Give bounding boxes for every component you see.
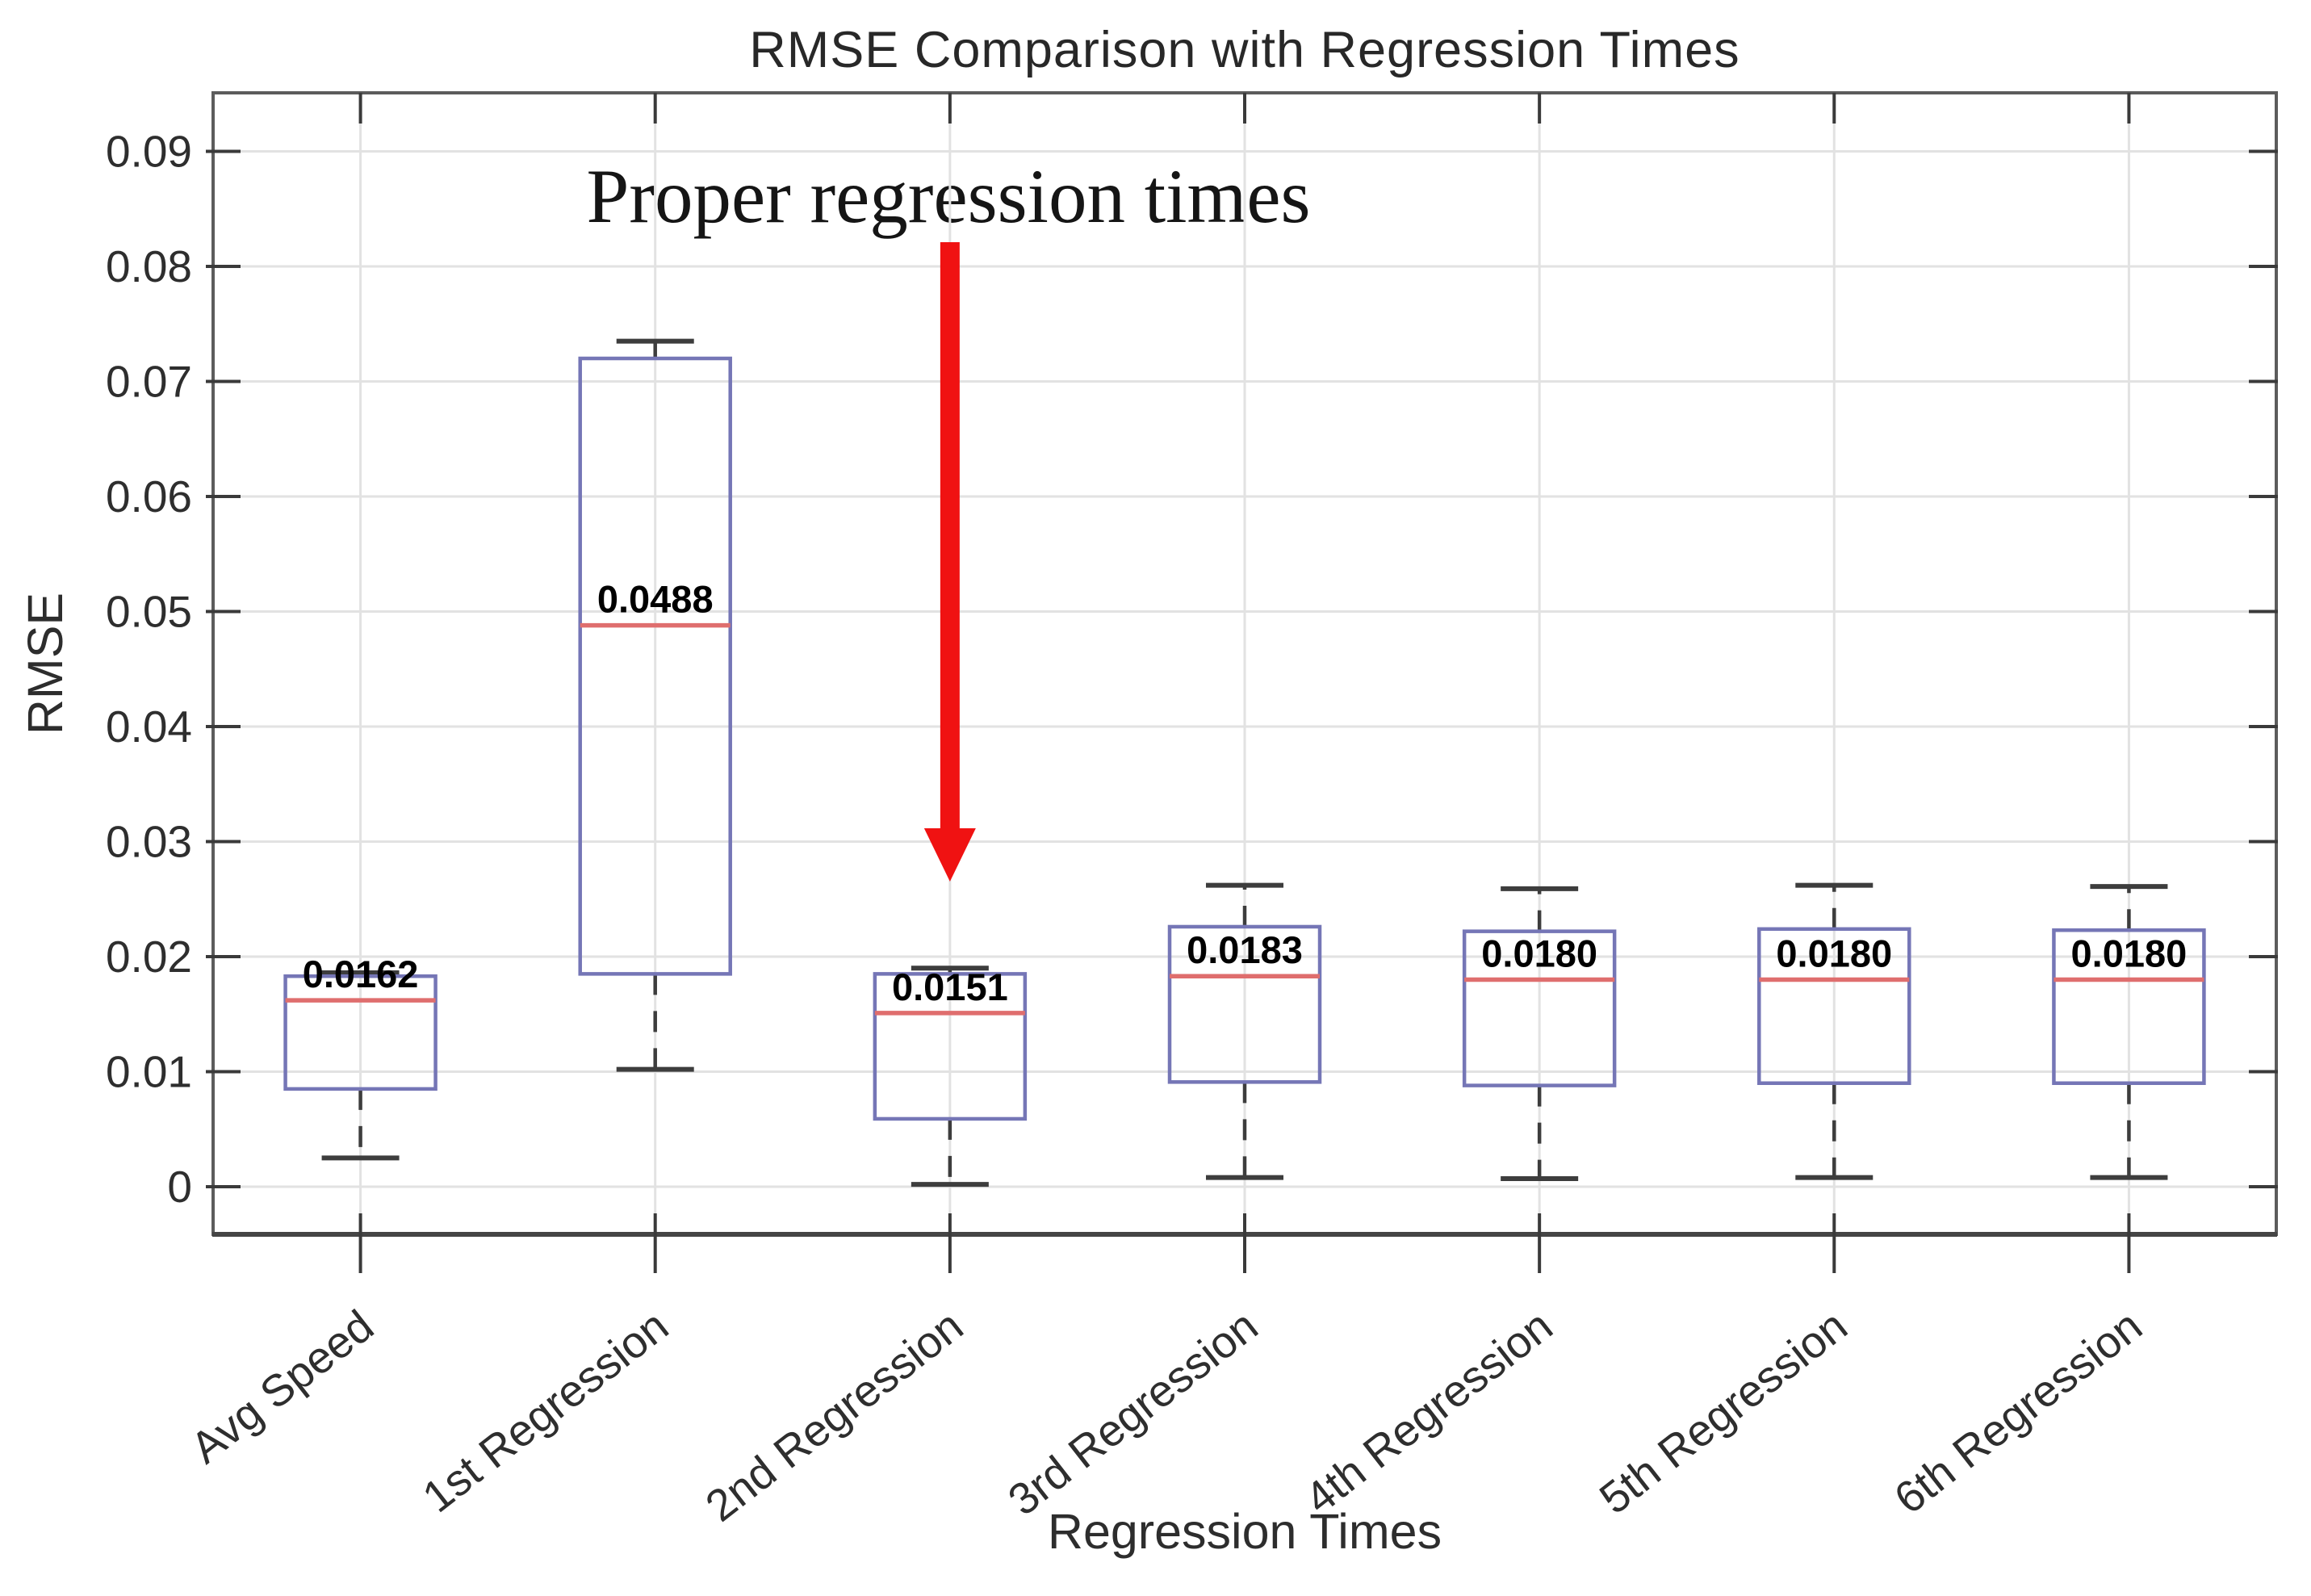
median-value-label: 0.0180 [1776,932,1892,975]
y-tick-label: 0.07 [106,357,192,407]
box-group-1st-regression: 0.0488 [578,338,732,1072]
y-tick-label: 0.05 [106,587,192,637]
y-tick-label: 0.02 [106,932,192,982]
y-tick-label: 0.04 [106,702,192,752]
box-group-4th-regression: 0.0180 [1462,886,1617,1182]
median-value-label: 0.0162 [303,953,419,995]
iqr-box [873,972,1028,1121]
median-value-label: 0.0183 [1187,928,1303,971]
iqr-box [1167,924,1322,1084]
gridlines [213,93,2276,1234]
x-tick-label: 3rd Regression [999,1301,1266,1525]
box-group-6th-regression: 0.0180 [2052,884,2206,1180]
x-tick-label: 6th Regression [1885,1301,2151,1524]
iqr-box [2052,928,2206,1085]
chart-title: RMSE Comparison with Regression Times [749,22,1740,78]
arrow-head [923,828,976,882]
annotation-text: Proper regression times [586,153,1311,239]
x-tick-label: Avg Speed [182,1301,383,1473]
x-tick-label: 2nd Regression [696,1301,972,1531]
annotation-arrow [923,242,976,882]
box-group-5th-regression: 0.0180 [1757,882,1911,1180]
y-tick-label: 0.06 [106,471,192,522]
y-tick-label: 0.01 [106,1047,192,1097]
box-group-3rd-regression: 0.0183 [1167,882,1322,1180]
y-tick-label: 0 [167,1162,192,1212]
x-tick-label: 1st Regression [413,1301,677,1523]
median-value-label: 0.0180 [1481,932,1597,975]
x-axis-label: Regression Times [1047,1504,1442,1559]
x-tick-label: 5th Regression [1590,1301,1857,1524]
median-value-label: 0.0180 [2071,932,2187,975]
iqr-box [578,356,732,976]
tick-marks [206,93,2278,1273]
iqr-box [283,974,437,1091]
y-tick-label: 0.03 [106,817,192,867]
iqr-box [1462,929,1617,1087]
iqr-box [1757,927,1911,1086]
box-group-2nd-regression: 0.0151 [873,966,1028,1188]
arrow-shaft [940,242,960,830]
box-group-avg-speed: 0.0162 [283,953,437,1161]
y-tick-label: 0.08 [106,241,192,291]
median-value-label: 0.0488 [597,578,714,621]
y-tick-label: 0.09 [106,127,192,177]
median-value-label: 0.0151 [892,966,1008,1008]
x-tick-label: 4th Regression [1296,1301,1562,1524]
